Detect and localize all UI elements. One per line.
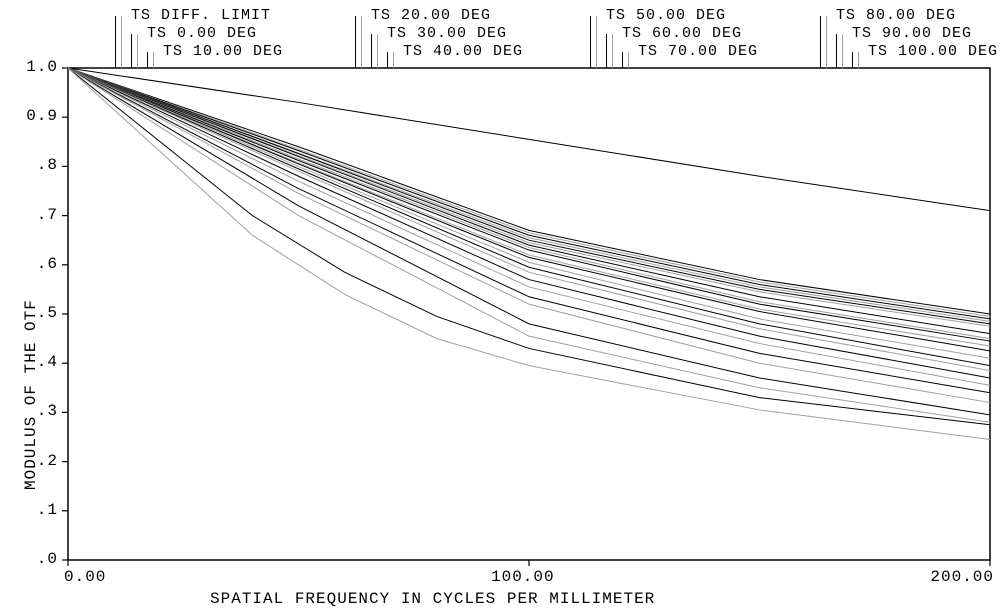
legend-pointer-line: [612, 34, 613, 68]
x-tick-label: 200.00: [930, 568, 994, 586]
legend-pointer-line: [852, 52, 853, 68]
legend-label: TS 70.00 DEG: [638, 43, 758, 60]
y-tick-label: 0.9: [26, 107, 58, 125]
legend-pointer-line: [596, 16, 597, 68]
legend-pointer-line: [153, 52, 154, 68]
series-line: [68, 68, 990, 324]
legend-label: TS 50.00 DEG: [606, 7, 726, 24]
legend-pointer-line: [371, 34, 372, 68]
y-tick-label: .8: [37, 156, 58, 174]
series-line: [68, 68, 990, 326]
legend-pointer-line: [121, 16, 122, 68]
mtf-chart: MODULUS OF THE OTF SPATIAL FREQUENCY IN …: [0, 0, 1000, 607]
legend-pointer-line: [137, 34, 138, 68]
y-tick-label: .1: [37, 501, 58, 519]
legend-pointer-line: [606, 34, 607, 68]
legend-pointer-line: [393, 52, 394, 68]
legend-pointer-line: [355, 16, 356, 68]
legend-label: TS 90.00 DEG: [852, 25, 972, 42]
legend-pointer-line: [147, 52, 148, 68]
legend-label: TS 0.00 DEG: [147, 25, 257, 42]
series-line: [68, 68, 990, 341]
series-line: [68, 68, 990, 314]
legend-pointer-line: [836, 34, 837, 68]
series-line: [68, 68, 990, 321]
x-tick-label: 0.00: [64, 568, 106, 586]
y-tick-label: .2: [37, 452, 58, 470]
legend-label: TS 40.00 DEG: [403, 43, 523, 60]
legend-pointer-line: [628, 52, 629, 68]
legend-pointer-line: [377, 34, 378, 68]
legend-pointer-line: [622, 52, 623, 68]
series-line: [68, 68, 990, 378]
legend-pointer-line: [115, 16, 116, 68]
legend-pointer-line: [131, 34, 132, 68]
legend-pointer-line: [842, 34, 843, 68]
y-tick-label: .0: [37, 550, 58, 568]
legend-pointer-line: [387, 52, 388, 68]
y-tick-label: .4: [37, 353, 58, 371]
legend-label: TS 20.00 DEG: [371, 7, 491, 24]
series-line: [68, 68, 990, 358]
legend-label: TS 10.00 DEG: [163, 43, 283, 60]
plot-svg: [0, 0, 1000, 607]
legend-pointer-line: [820, 16, 821, 68]
legend-label: TS DIFF. LIMIT: [131, 7, 271, 24]
y-tick-label: .5: [37, 304, 58, 322]
legend-label: TS 100.00 DEG: [868, 43, 998, 60]
series-line: [68, 68, 990, 211]
y-tick-label: .6: [37, 255, 58, 273]
legend-pointer-line: [590, 16, 591, 68]
series-line: [68, 68, 990, 351]
y-tick-label: 1.0: [26, 58, 58, 76]
series-line: [68, 68, 990, 371]
legend-label: TS 30.00 DEG: [387, 25, 507, 42]
legend-label: TS 80.00 DEG: [836, 7, 956, 24]
legend-pointer-line: [826, 16, 827, 68]
legend-pointer-line: [361, 16, 362, 68]
legend-label: TS 60.00 DEG: [622, 25, 742, 42]
x-tick-label: 100.00: [491, 568, 555, 586]
y-tick-label: .3: [37, 402, 58, 420]
legend-pointer-line: [858, 52, 859, 68]
x-axis-title: SPATIAL FREQUENCY IN CYCLES PER MILLIMET…: [210, 590, 655, 608]
series-line: [68, 68, 990, 366]
y-tick-label: .7: [37, 206, 58, 224]
